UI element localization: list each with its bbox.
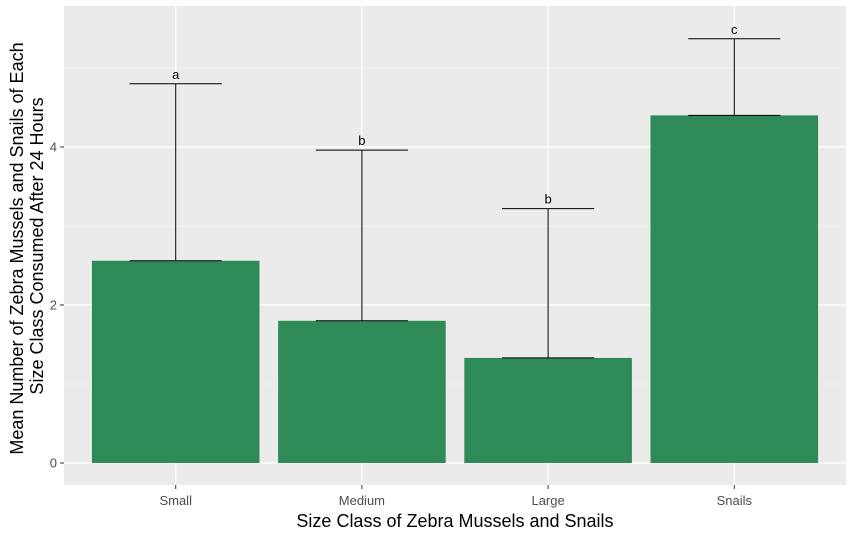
x-tick-label-snails: Snails [717, 493, 753, 508]
error-bars [129, 38, 781, 359]
sig-label-large: b [544, 192, 551, 207]
x-axis-ticks: Small Medium Large Snails [159, 485, 752, 508]
significance-labels: a b b c [172, 22, 738, 207]
x-tick-label-large: Large [531, 493, 564, 508]
y-axis-title-line-2: Size Class Consumed After 24 Hours [27, 97, 47, 394]
sig-label-small: a [172, 67, 180, 82]
y-tick-label: 4 [50, 140, 57, 155]
y-tick-label: 2 [50, 298, 57, 313]
x-axis-title: Size Class of Zebra Mussels and Snails [296, 511, 613, 531]
bar-small [91, 260, 260, 463]
sig-label-snails: c [731, 22, 738, 37]
bar-snails [650, 115, 819, 464]
x-tick-label-small: Small [159, 493, 192, 508]
bar-large [464, 357, 632, 463]
sig-label-medium: b [358, 133, 365, 148]
x-tick-label-medium: Medium [339, 493, 385, 508]
y-axis-title: Mean Number of Zebra Mussels and Snails … [7, 37, 47, 454]
y-axis-ticks: 0 2 4 [50, 140, 64, 471]
y-tick-label: 0 [50, 456, 57, 471]
y-axis-title-line-1: Mean Number of Zebra Mussels and Snails … [7, 42, 27, 454]
bars [91, 115, 819, 464]
bar-medium [278, 320, 446, 463]
